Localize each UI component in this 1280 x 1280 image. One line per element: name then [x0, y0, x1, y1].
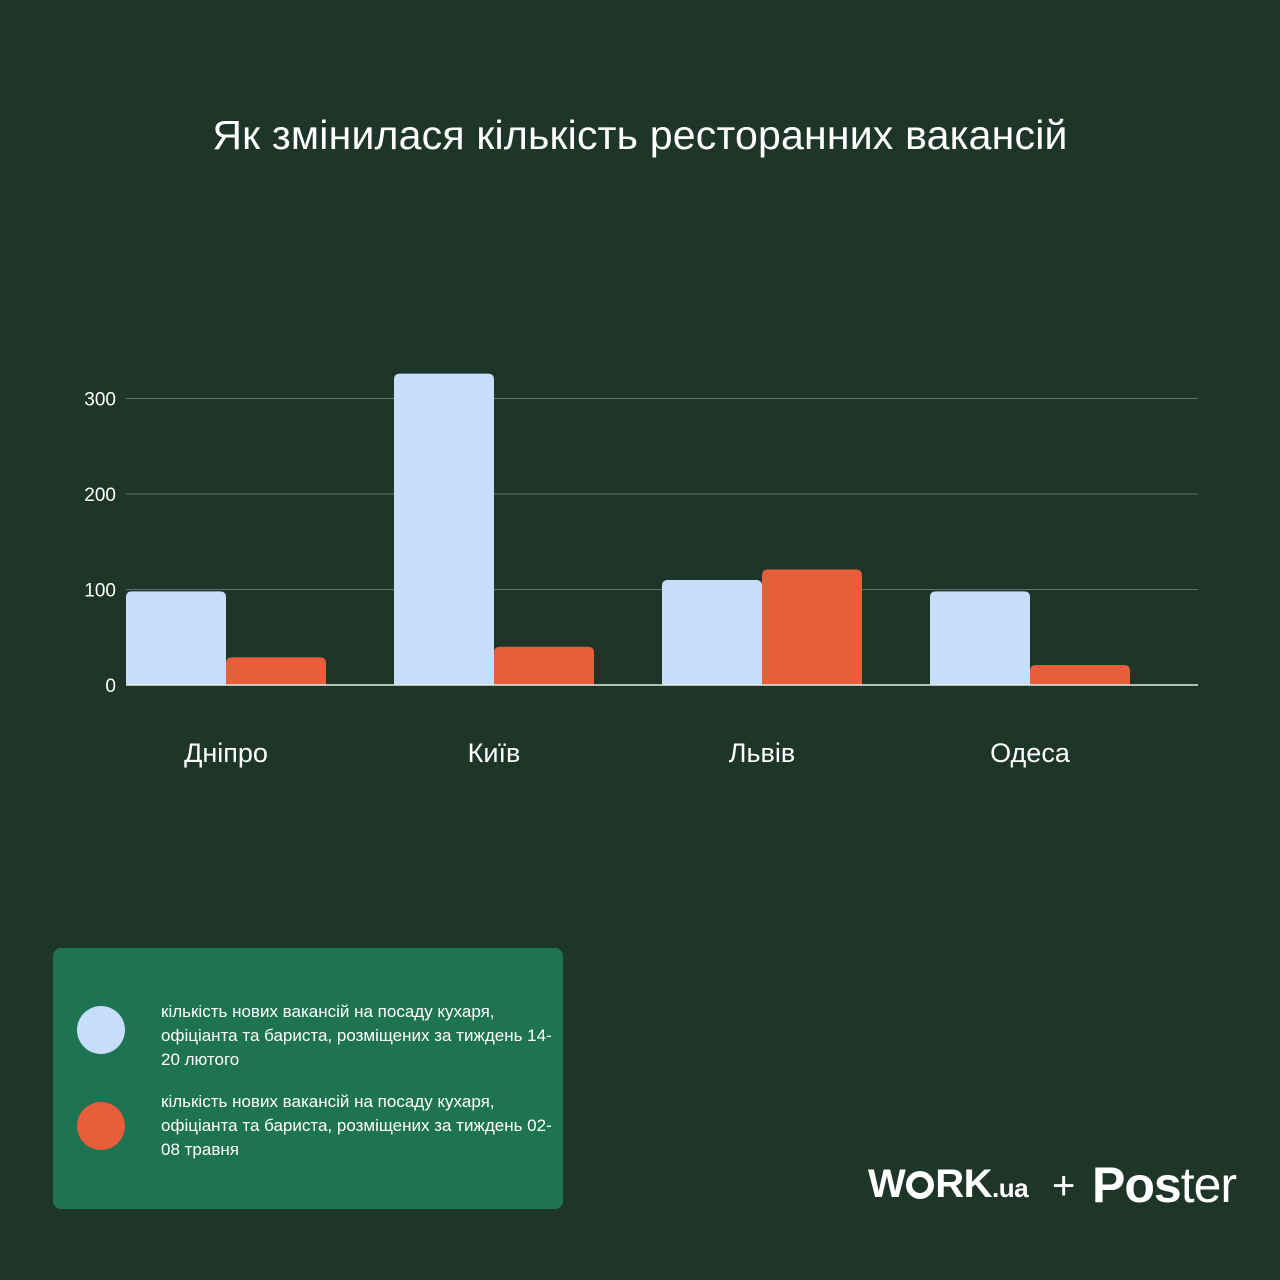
bar-may-2 — [762, 569, 862, 685]
partner-logos: W RK.ua + Poster — [868, 1157, 1248, 1214]
legend-swatch-february — [77, 1006, 125, 1054]
chart-title: Як змінилася кількість ресторанних вакан… — [212, 112, 1068, 158]
bar-february-2 — [662, 579, 762, 685]
work-ua-logo: W RK.ua — [868, 1162, 1029, 1206]
plus-sign: + — [1052, 1164, 1076, 1208]
y-tick-label-100: 100 — [84, 581, 116, 602]
y-tick-label-300: 300 — [84, 390, 116, 411]
x-tick-label-1: Київ — [468, 738, 521, 768]
bar-may-0 — [226, 657, 326, 685]
bar-may-1 — [494, 646, 594, 685]
bar-february-3 — [930, 591, 1030, 685]
legend: кількість нових вакансій на посаду кухар… — [53, 948, 563, 1209]
poster-logo: Poster — [1092, 1157, 1237, 1213]
bar-february-1 — [394, 373, 494, 685]
x-tick-label-2: Львів — [729, 738, 795, 768]
x-tick-label-0: Дніпро — [184, 738, 268, 768]
y-tick-label-0: 0 — [105, 676, 116, 697]
y-tick-label-200: 200 — [84, 485, 116, 506]
legend-swatch-may — [77, 1102, 125, 1150]
legend-label-february: кількість нових вакансій на посаду кухар… — [161, 1002, 552, 1069]
bar-may-3 — [1030, 664, 1130, 685]
x-tick-label-3: Одеса — [990, 738, 1071, 768]
legend-label-may: кількість нових вакансій на посаду кухар… — [161, 1092, 552, 1159]
bar-february-0 — [126, 591, 226, 685]
